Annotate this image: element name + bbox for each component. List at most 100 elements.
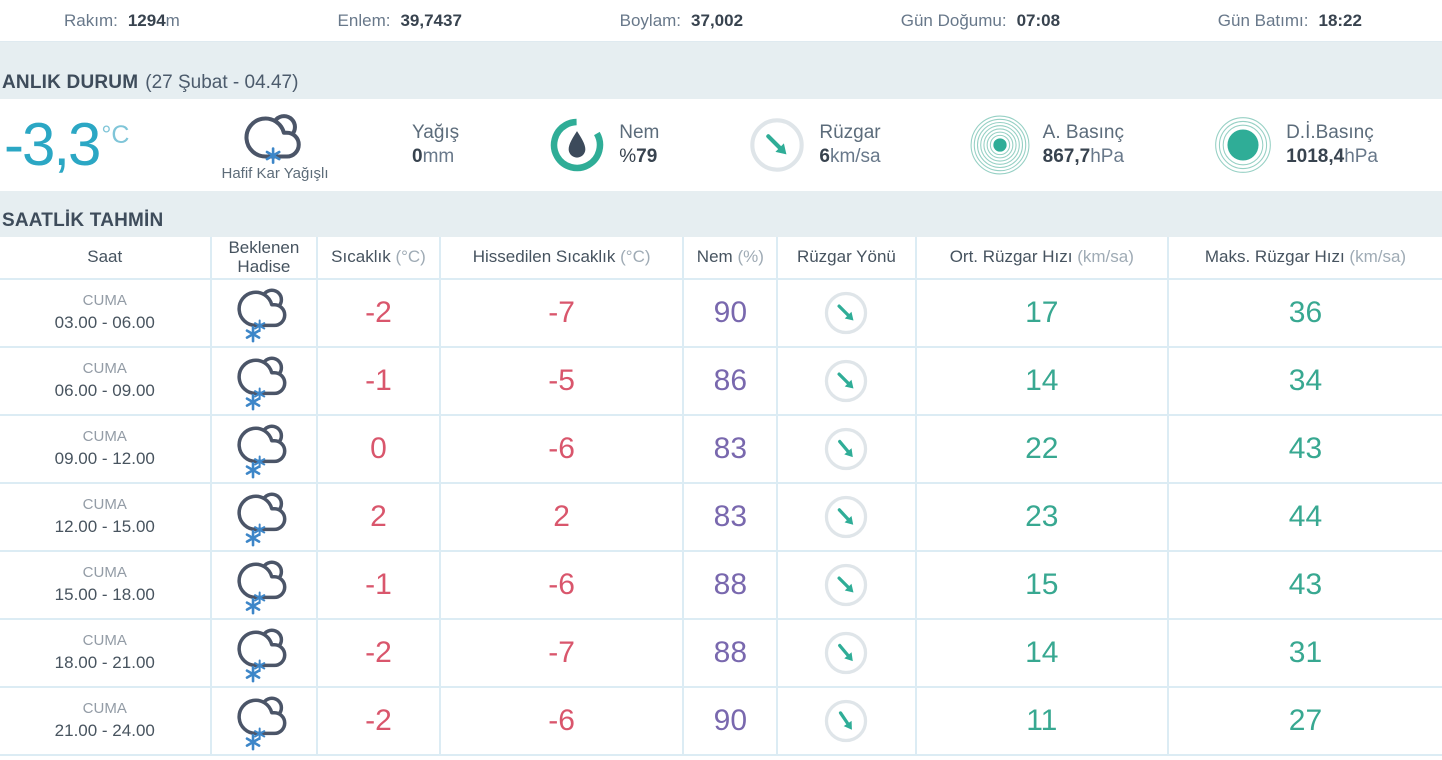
forecast-row-3: CUMA 12.00 - 15.00 2 2 83 23 44 [0,482,1442,552]
forecast-row-0: CUMA 03.00 - 06.00 -2 -7 90 17 36 [0,278,1442,348]
info-label: Gün Batımı: [1217,10,1309,30]
info-value: 07:08 [1016,10,1061,30]
cell-max-wind-speed: 27 [1166,686,1442,756]
cell-avg-wind-speed: 14 [914,346,1169,416]
metric-text: Nem %79 [619,121,659,169]
column-unit: (km/sa) [1349,247,1407,267]
column-header-5: Rüzgar Yönü [776,237,917,280]
info-gun-batimi: Gün Batımı: 18:22 [1218,11,1362,31]
wind-direction-arrow-icon [778,630,914,676]
cell-feels-like: -5 [438,346,685,416]
column-header-3: Hissedilen Sıcaklık (°C) [438,237,685,280]
column-title: Hissedilen Sıcaklık [472,247,616,267]
table-header-row: Saat Beklenen Hadise Sıcaklık (°C) Hissed… [0,237,1442,280]
column-unit: (km/sa) [1077,247,1134,267]
cell-humidity: 83 [682,414,779,484]
cell-wind-direction [776,482,917,552]
info-gun-dogumu: Gün Doğumu: 07:08 [901,11,1060,31]
cell-feels-like: -6 [438,550,685,620]
snow-cloud-icon [212,420,317,479]
wind-direction-icon [748,116,806,174]
metric-text: D.İ.Basınç 1018,4hPa [1286,121,1378,169]
column-unit: (°C) [395,247,426,267]
snow-cloud-icon [212,556,317,615]
cell-max-wind-speed: 36 [1166,278,1442,348]
cell-humidity: 88 [682,550,779,620]
cell-wind-direction [776,346,917,416]
wind-direction-arrow-icon [778,358,914,404]
metric-a-basinc: A. Basınç 867,7hPa [970,115,1124,175]
metric-value: 6 [819,146,830,167]
cell-feels-like: -7 [438,278,685,348]
cell-expected-condition [209,346,319,416]
info-enlem: Enlem: 39,7437 [338,11,462,31]
cell-feels-like: -6 [438,686,685,756]
time-range-label: 12.00 - 15.00 [54,517,155,537]
metric-yagis: Yağış 0mm [412,121,459,169]
metric-text: A. Basınç 867,7hPa [1043,121,1124,169]
cell-time-range: CUMA 06.00 - 09.00 [0,346,212,416]
cell-humidity: 83 [682,482,779,552]
time-range-label: 09.00 - 12.00 [54,449,155,469]
metric-value-line: 1018,4hPa [1286,145,1378,169]
metric-value: 867,7 [1042,146,1091,167]
cell-humidity: 88 [682,618,779,688]
metric-value: 79 [636,146,658,167]
column-title: Rüzgar Yönü [796,247,896,267]
cell-temperature: -1 [316,550,441,620]
metric-di-basinc: D.İ.Basınç 1018,4hPa [1213,115,1378,175]
info-boylam: Boylam: 37,002 [620,11,743,31]
forecast-row-4: CUMA 15.00 - 18.00 -1 -6 88 15 43 [0,550,1442,620]
cell-avg-wind-speed: 17 [914,278,1169,348]
metric-label: Nem [619,122,660,144]
cell-humidity: 90 [682,686,779,756]
hourly-section-header: SAATLİK TAHMİN [0,191,1442,237]
column-header-0: Saat [0,237,212,280]
info-label: Enlem: [337,10,391,30]
cell-max-wind-speed: 43 [1166,550,1442,620]
info-label: Boylam: [619,10,682,30]
cell-time-range: CUMA 21.00 - 24.00 [0,686,212,756]
current-section-timestamp: (27 Şubat - 04.47) [145,71,299,93]
column-title: Nem [696,247,733,267]
cell-time-range: CUMA 03.00 - 06.00 [0,278,212,348]
metric-text: Yağış 0mm [412,121,459,169]
forecast-row-5: CUMA 18.00 - 21.00 -2 -7 88 14 31 [0,618,1442,688]
day-label: CUMA [82,496,127,514]
day-label: CUMA [82,428,127,446]
cell-temperature: -1 [316,346,441,416]
time-range-label: 15.00 - 18.00 [54,585,155,605]
metric-label: Yağış [412,122,460,144]
column-title: Saat [87,247,123,267]
cell-expected-condition [209,414,319,484]
column-header-7: Maks. Rüzgar Hızı (km/sa) [1166,237,1442,280]
info-unit: m [165,10,180,30]
metric-value-line: 0mm [412,145,459,169]
column-header-1: Beklenen Hadise [209,237,319,280]
metric-value: 1018,4 [1286,146,1345,167]
cell-avg-wind-speed: 14 [914,618,1169,688]
column-title: Ort. Rüzgar Hızı [949,247,1073,267]
info-value: 39,7437 [400,10,462,30]
cell-time-range: CUMA 18.00 - 21.00 [0,618,212,688]
current-metrics: Yağış 0mm Nem %79 Rüzgar 6km/sa A. Basınç 867,7… [412,115,1442,175]
pressure-station-icon [970,115,1030,175]
cell-temperature: -2 [316,686,441,756]
cell-time-range: CUMA 15.00 - 18.00 [0,550,212,620]
current-condition: Hafif Kar Yağışlı [196,109,354,182]
metric-unit: hPa [1090,146,1125,167]
hourly-forecast-table: Saat Beklenen Hadise Sıcaklık (°C) Hissed… [0,237,1442,756]
cell-expected-condition [209,482,319,552]
metric-label: Rüzgar [819,122,881,144]
cell-avg-wind-speed: 15 [914,550,1169,620]
cell-wind-direction [776,686,917,756]
time-range-label: 06.00 - 09.00 [54,381,155,401]
forecast-row-6: CUMA 21.00 - 24.00 -2 -6 90 11 27 [0,686,1442,756]
location-info-bar: Rakım: 1294m Enlem: 39,7437 Boylam: 37,002 Gün… [0,0,1442,42]
cell-feels-like: -6 [438,414,685,484]
column-header-2: Sıcaklık (°C) [316,237,441,280]
forecast-row-2: CUMA 09.00 - 12.00 0 -6 83 22 43 [0,414,1442,484]
wind-direction-arrow-icon [778,426,914,472]
column-title: Sıcaklık [331,247,391,267]
column-unit: (°C) [620,247,651,267]
